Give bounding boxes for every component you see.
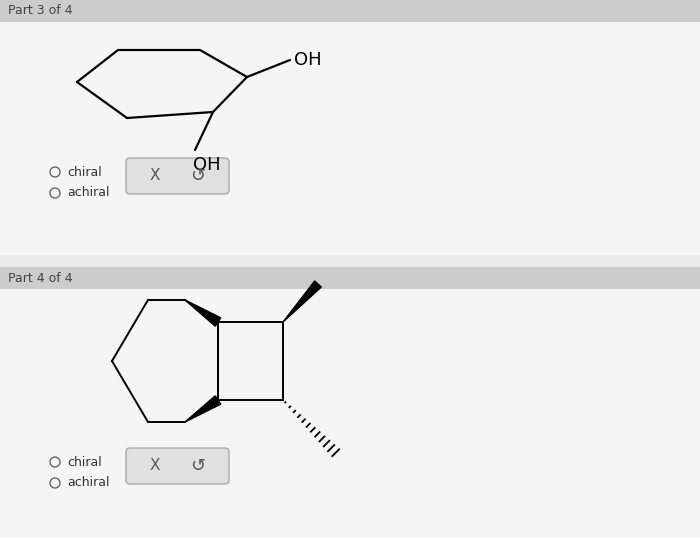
Text: chiral: chiral bbox=[67, 456, 102, 469]
Polygon shape bbox=[185, 396, 220, 422]
Bar bbox=[0, 0, 700, 22]
Text: achiral: achiral bbox=[67, 477, 109, 490]
Polygon shape bbox=[283, 281, 321, 322]
Bar bbox=[0, 255, 700, 267]
Text: X: X bbox=[150, 168, 160, 183]
Bar bbox=[0, 267, 700, 289]
Bar bbox=[0, 289, 700, 538]
FancyBboxPatch shape bbox=[126, 158, 229, 194]
Polygon shape bbox=[185, 300, 220, 326]
Text: Part 3 of 4: Part 3 of 4 bbox=[8, 4, 73, 18]
Text: ↺: ↺ bbox=[190, 457, 206, 475]
Text: chiral: chiral bbox=[67, 166, 102, 179]
Bar bbox=[0, 0, 700, 255]
Text: Part 4 of 4: Part 4 of 4 bbox=[8, 272, 73, 285]
Text: OH: OH bbox=[193, 156, 220, 174]
Text: achiral: achiral bbox=[67, 187, 109, 200]
FancyBboxPatch shape bbox=[126, 448, 229, 484]
Text: ↺: ↺ bbox=[190, 167, 206, 185]
Text: OH: OH bbox=[294, 51, 321, 69]
Text: X: X bbox=[150, 458, 160, 473]
